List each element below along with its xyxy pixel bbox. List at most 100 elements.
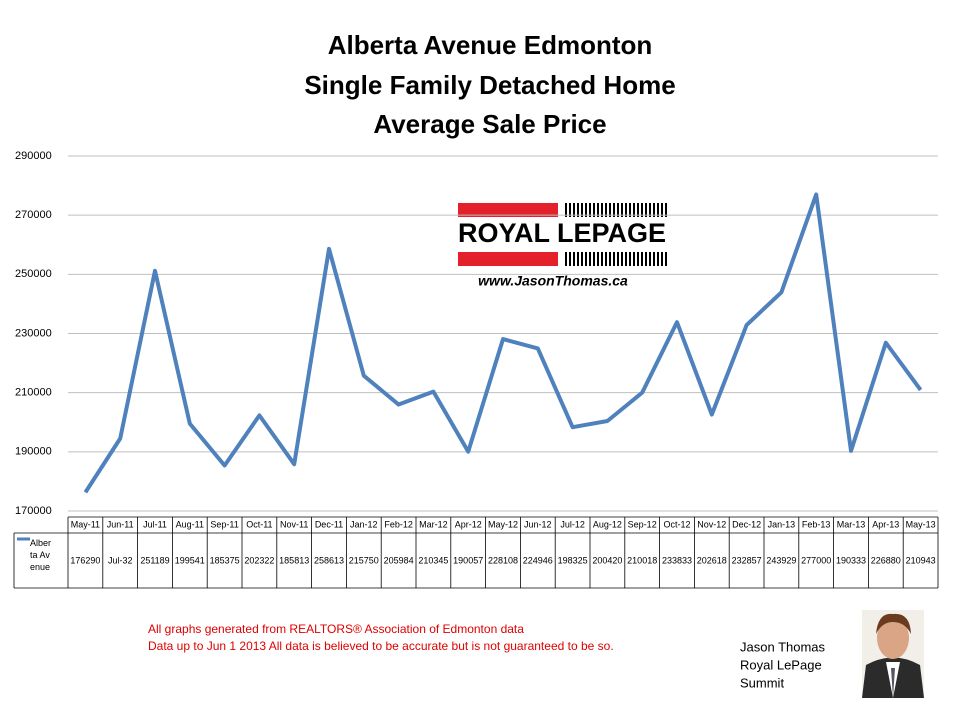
author: Jason Thomas [740, 639, 826, 654]
x-tick-label: Sep-12 [628, 519, 657, 529]
photo-tie [891, 668, 895, 698]
stripe [625, 252, 627, 266]
stripe [565, 203, 567, 217]
stripe [637, 203, 639, 217]
stripe [653, 203, 655, 217]
photo-face [877, 617, 909, 659]
table-value: 277000 [801, 555, 831, 565]
photo-hair [876, 613, 911, 634]
table-value: 258613 [314, 555, 344, 565]
x-tick-label: Dec-11 [315, 519, 343, 529]
stripe [629, 203, 631, 217]
line-series [83, 192, 923, 494]
table-value: 224946 [523, 555, 553, 565]
stripe [573, 203, 575, 217]
y-tick-label: 290000 [15, 150, 52, 162]
stripe [613, 203, 615, 217]
table-value: 232857 [732, 555, 762, 565]
logo: ROYAL LEPAGE www.JasonThomas.ca [452, 198, 674, 289]
stripe [593, 252, 595, 266]
x-tick-label: Nov-11 [280, 519, 308, 529]
stripe [569, 203, 571, 217]
table-value: 226880 [871, 555, 901, 565]
stripe [613, 252, 615, 266]
stripe [645, 203, 647, 217]
table-value: Jul-32 [108, 555, 133, 565]
x-tick-label: Dec-12 [732, 519, 761, 529]
chart-title: Alberta Avenue Edmonton [328, 30, 653, 60]
stripe [601, 252, 603, 266]
y-tick-label: 190000 [15, 446, 52, 458]
stripe [589, 203, 591, 217]
stripe [589, 252, 591, 266]
table-value: 185375 [210, 555, 240, 565]
y-tick-label: 230000 [15, 327, 52, 339]
stripe [569, 252, 571, 266]
stripe [649, 203, 651, 217]
stripe [581, 203, 583, 217]
stripe [577, 203, 579, 217]
table-value: 210345 [418, 555, 448, 565]
table-value: 200420 [592, 555, 622, 565]
logo-stripes [565, 203, 667, 266]
x-tick-label: Jun-11 [107, 519, 134, 529]
stripe [665, 203, 667, 217]
stripe [617, 252, 619, 266]
table-value: 215750 [349, 555, 379, 565]
x-tick-label: Feb-12 [384, 519, 413, 529]
x-tick-label: Aug-11 [176, 519, 204, 529]
y-tick-label: 270000 [15, 209, 52, 221]
table-value: 210018 [627, 555, 657, 565]
stripe [665, 252, 667, 266]
x-tick-label: Jul-11 [143, 519, 167, 529]
x-tick-label: May-13 [906, 519, 936, 529]
x-tick-label: Oct-11 [246, 519, 272, 529]
table-value: 202322 [244, 555, 274, 565]
note: All graphs generated from REALTORS® Asso… [148, 622, 524, 636]
table-value: 185813 [279, 555, 309, 565]
stripe [597, 203, 599, 217]
x-tick-label: Jan-12 [350, 519, 378, 529]
y-tick-label: 250000 [15, 268, 52, 280]
x-tick-label: Apr-12 [455, 519, 482, 529]
table-value: 198325 [558, 555, 588, 565]
note: Data up to Jun 1 2013 All data is believ… [148, 639, 614, 653]
stripe [573, 252, 575, 266]
x-tick-label: Nov-12 [697, 519, 726, 529]
stripe [593, 203, 595, 217]
stripe [605, 252, 607, 266]
x-tick-label: May-12 [488, 519, 518, 529]
stripe [565, 252, 567, 266]
legend-label-box: Alberta Avenue [30, 538, 51, 572]
table-value: 210943 [906, 555, 936, 565]
x-tick-label: Jun-12 [524, 519, 552, 529]
x-tick-label: Mar-12 [419, 519, 448, 529]
stripe [645, 252, 647, 266]
logo-brand: ROYAL LEPAGE [458, 218, 666, 248]
table-value: 190057 [453, 555, 483, 565]
table-value: 176290 [70, 555, 100, 565]
stripe [661, 252, 663, 266]
table-value: 243929 [766, 555, 796, 565]
stripe [657, 252, 659, 266]
x-tick-label: Sep-11 [210, 519, 238, 529]
logo-bar [458, 203, 558, 217]
stripe [585, 203, 587, 217]
x-tick-label: Oct-12 [663, 519, 690, 529]
x-tick-label: May-11 [71, 519, 100, 529]
x-tick-label: Aug-12 [593, 519, 622, 529]
table-value: 251189 [140, 555, 169, 565]
logo-bar [458, 252, 558, 266]
stripe [617, 203, 619, 217]
stripe [641, 203, 643, 217]
author: Summit [740, 675, 784, 690]
stripe [609, 203, 611, 217]
stripe [609, 252, 611, 266]
stripe [605, 203, 607, 217]
stripe [629, 252, 631, 266]
chart-title: Single Family Detached Home [304, 70, 675, 100]
y-tick-label: 170000 [15, 505, 52, 517]
stripe [621, 203, 623, 217]
stripe [581, 252, 583, 266]
author: Royal LePage [740, 657, 822, 672]
